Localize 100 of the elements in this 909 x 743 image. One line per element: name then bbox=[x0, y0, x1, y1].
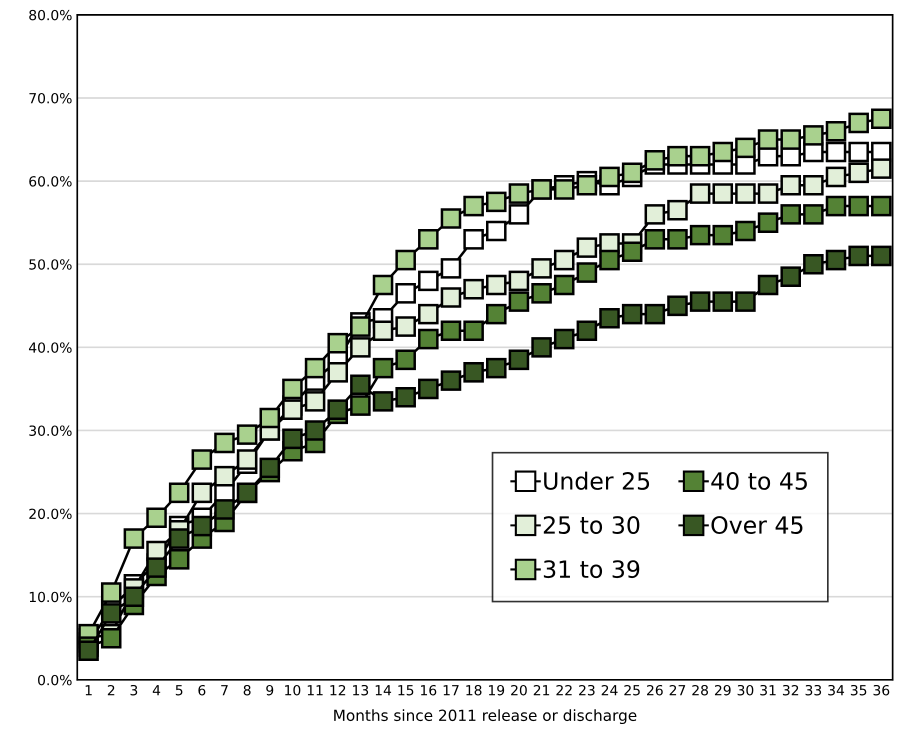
point bbox=[146, 557, 167, 578]
point bbox=[826, 166, 846, 188]
x-tick-label: 13 bbox=[353, 684, 368, 696]
point bbox=[260, 408, 280, 428]
x-tick-label: 28 bbox=[692, 684, 708, 696]
point bbox=[395, 316, 416, 337]
point bbox=[418, 328, 439, 350]
point bbox=[236, 449, 258, 470]
point bbox=[486, 304, 507, 324]
point bbox=[690, 146, 710, 166]
point bbox=[350, 395, 371, 416]
x-tick-label: 7 bbox=[221, 685, 228, 696]
x-tick-label: 10 bbox=[285, 684, 300, 696]
point bbox=[803, 125, 824, 146]
point bbox=[168, 482, 190, 504]
point bbox=[327, 399, 348, 420]
point bbox=[826, 120, 846, 142]
legend-label: 31 to 39 bbox=[544, 560, 640, 578]
point bbox=[667, 296, 688, 316]
point bbox=[124, 586, 144, 607]
point bbox=[871, 196, 892, 216]
x-tick-label: 15 bbox=[398, 685, 414, 696]
x-tick-label: 33 bbox=[806, 684, 822, 696]
point bbox=[350, 316, 371, 337]
y-tick-label: 60.0% bbox=[29, 176, 72, 187]
point bbox=[599, 308, 620, 329]
point bbox=[395, 350, 416, 370]
point bbox=[712, 224, 734, 246]
point bbox=[848, 196, 869, 216]
x-tick-label: 4 bbox=[152, 685, 160, 696]
point bbox=[508, 204, 530, 225]
point bbox=[690, 291, 710, 312]
point bbox=[554, 274, 574, 296]
point bbox=[282, 399, 303, 420]
point bbox=[327, 362, 348, 383]
point bbox=[599, 166, 620, 188]
point bbox=[848, 142, 869, 162]
point bbox=[440, 258, 462, 279]
point bbox=[644, 204, 666, 225]
point bbox=[463, 278, 484, 300]
point bbox=[576, 174, 598, 196]
x-tick-label: 21 bbox=[534, 684, 550, 696]
x-tick-label: 14 bbox=[376, 685, 392, 696]
x-tick-label: 11 bbox=[308, 685, 323, 696]
point bbox=[826, 250, 846, 270]
point bbox=[554, 179, 574, 200]
x-tick-label: 8 bbox=[244, 684, 251, 696]
point bbox=[304, 420, 326, 441]
point bbox=[304, 391, 326, 412]
point bbox=[192, 449, 212, 470]
point bbox=[486, 192, 507, 212]
point bbox=[100, 582, 122, 603]
point bbox=[327, 332, 348, 354]
point bbox=[780, 129, 801, 150]
point bbox=[372, 274, 394, 296]
point bbox=[168, 549, 190, 570]
point bbox=[260, 458, 280, 478]
point bbox=[848, 112, 869, 134]
point bbox=[758, 129, 778, 150]
point bbox=[372, 320, 394, 342]
point bbox=[192, 516, 212, 536]
point bbox=[463, 320, 484, 342]
x-tick-label: 3 bbox=[130, 684, 138, 696]
point bbox=[418, 229, 439, 250]
point bbox=[463, 196, 484, 216]
point bbox=[644, 150, 666, 171]
x-tick-label: 26 bbox=[647, 684, 663, 696]
point bbox=[848, 162, 869, 184]
point bbox=[576, 320, 598, 342]
x-tick-label: 27 bbox=[670, 684, 686, 696]
point bbox=[78, 640, 99, 662]
legend-label: Under 25 bbox=[544, 472, 650, 490]
y-tick-label: 70.0% bbox=[29, 92, 72, 104]
point bbox=[372, 358, 394, 378]
point bbox=[667, 200, 688, 220]
point bbox=[780, 266, 801, 287]
x-tick-label: 36 bbox=[874, 684, 890, 696]
point bbox=[780, 174, 801, 196]
point bbox=[236, 424, 258, 445]
point bbox=[871, 246, 892, 266]
point bbox=[168, 528, 190, 549]
point bbox=[644, 229, 666, 250]
point bbox=[644, 304, 666, 324]
point bbox=[803, 204, 824, 225]
point bbox=[531, 337, 552, 358]
x-tick-label: 32 bbox=[782, 684, 798, 696]
point bbox=[848, 246, 869, 266]
x-tick-label: 20 bbox=[511, 684, 527, 696]
point bbox=[803, 254, 824, 275]
point bbox=[531, 258, 552, 279]
y-tick-label: 80.0% bbox=[29, 10, 72, 20]
y-tick-label: 50.0% bbox=[29, 259, 72, 270]
point bbox=[690, 183, 710, 204]
point bbox=[667, 229, 688, 250]
point bbox=[418, 304, 439, 324]
point bbox=[418, 270, 439, 292]
point bbox=[463, 229, 484, 250]
point bbox=[667, 146, 688, 166]
point bbox=[350, 337, 371, 358]
point bbox=[826, 142, 846, 162]
